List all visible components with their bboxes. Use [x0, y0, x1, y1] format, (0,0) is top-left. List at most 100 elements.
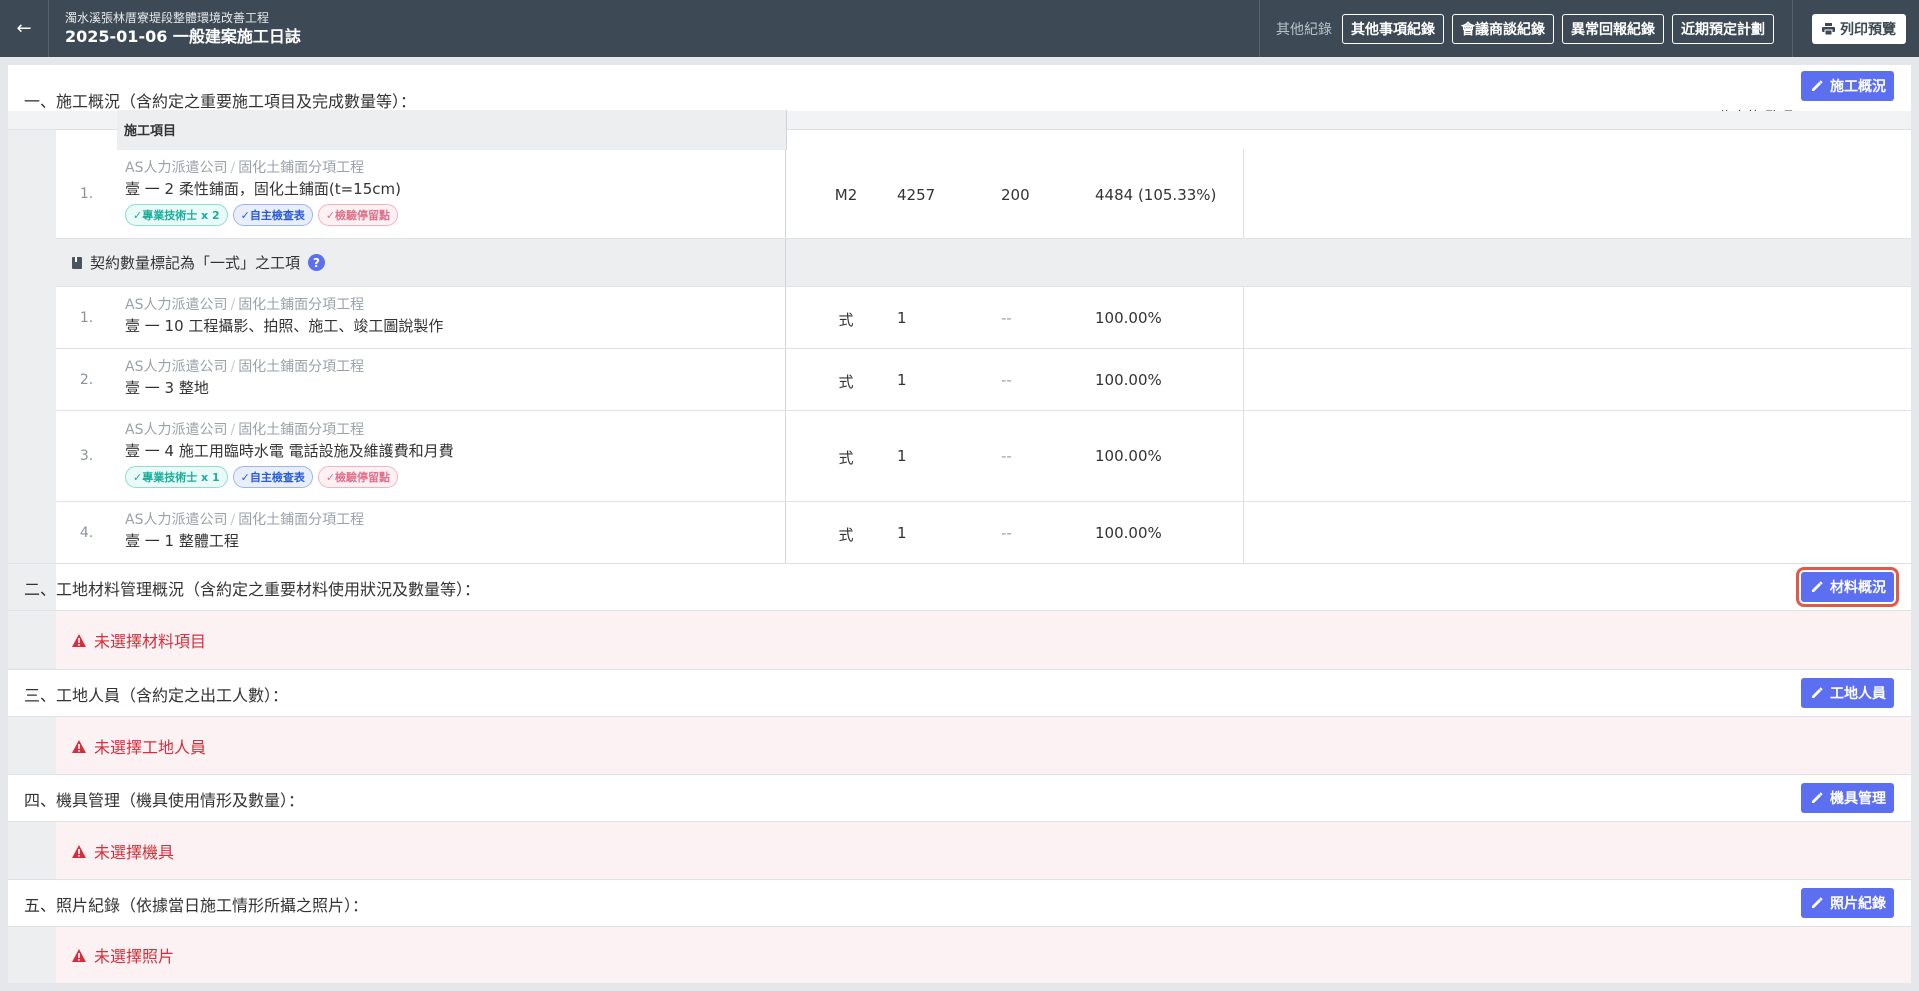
item-unit: 式: [838, 311, 854, 329]
item-category: 固化土鋪面分項工程: [238, 512, 365, 528]
technician-tag[interactable]: ✓專業技術士 x 2: [125, 204, 228, 226]
top-bar: ← 濁水溪張林厝寮堤段整體環境改善工程 2025-01-06 一般建案施工日誌 …: [0, 0, 1919, 57]
equipment-empty-text: 未選擇機具: [94, 843, 175, 862]
item-tags: ✓專業技術士 x 1 ✓自主檢查表 ✓檢驗停留點: [125, 466, 399, 488]
item-qty: 4257: [897, 186, 936, 204]
project-name: 濁水溪張林厝寮堤段整體環境改善工程: [65, 10, 270, 25]
hold-point-tag[interactable]: ✓檢驗停留點: [317, 466, 399, 488]
self-check-tag[interactable]: ✓自主檢查表: [232, 204, 313, 226]
other-records-bar: 其他紀錄 其他事項紀錄 會議商談紀錄 異常回報紀錄 近期預定計劃: [1259, 0, 1792, 57]
item-qty: 1: [897, 447, 907, 465]
item-category: 固化土鋪面分項工程: [238, 359, 365, 375]
row-number: 1.: [79, 186, 94, 202]
section2-header: 二、工地材料管理概況（含約定之重要材料使用狀況及數量等）： 材料概況: [8, 563, 1911, 611]
section5-title: 五、照片紀錄（依據當日施工情形所攝之照片）：: [24, 896, 369, 915]
section5-header: 五、照片紀錄（依據當日施工情形所攝之照片）： 照片紀錄: [8, 879, 1911, 927]
item-cumulative: 100.00%: [1095, 524, 1162, 542]
item-name: 壹 一 2 柔性鋪面，固化土鋪面(t=15cm): [125, 180, 401, 198]
warning-icon: [72, 633, 86, 647]
item-tags: ✓專業技術士 x 2 ✓自主檢查表 ✓檢驗停留點: [125, 204, 399, 226]
item-qty: 1: [897, 371, 907, 389]
photos-empty-alert: 未選擇照片: [56, 927, 1911, 983]
photo-records-button[interactable]: 照片紀錄: [1801, 888, 1894, 918]
item-cumulative: 100.00%: [1095, 447, 1162, 465]
self-check-tag[interactable]: ✓自主檢查表: [232, 466, 313, 488]
header-titles: 濁水溪張林厝寮堤段整體環境改善工程 2025-01-06 一般建案施工日誌: [49, 0, 1259, 57]
site-personnel-label: 工地人員: [1830, 686, 1886, 702]
table-row: 2. AS人力派遣公司 / 固化土鋪面分項工程 壹 一 3 整地 式 1 -- 10…: [56, 349, 1911, 411]
item-path: AS人力派遣公司 / 固化土鋪面分項工程: [125, 359, 365, 375]
materials-overview-button[interactable]: 材料概況: [1796, 567, 1899, 607]
item-cumulative: 100.00%: [1095, 309, 1162, 327]
section1-gutter: [8, 130, 56, 628]
equipment-empty-alert: 未選擇機具: [56, 822, 1911, 880]
construction-overview-button[interactable]: 施工概況: [1801, 71, 1894, 101]
item-unit: 式: [838, 526, 854, 544]
pencil-icon: [1812, 80, 1823, 91]
section1-title: 一、施工概況（含約定之重要施工項目及完成數量等）：: [24, 92, 417, 111]
pencil-icon: [1812, 897, 1823, 908]
item-today: 200: [1001, 186, 1030, 204]
materials-overview-label: 材料概況: [1830, 580, 1886, 596]
item-today: --: [1001, 309, 1012, 327]
print-preview-button[interactable]: 列印預覽: [1812, 13, 1906, 44]
row-number: 2.: [79, 372, 94, 388]
section4-header: 四、機具管理（機具使用情形及數量）： 機具管理: [8, 774, 1911, 822]
print-preview-label: 列印預覽: [1840, 21, 1896, 38]
item-category: 固化土鋪面分項工程: [238, 422, 365, 438]
construction-overview-label: 施工概況: [1830, 79, 1886, 95]
item-company: AS人力派遣公司: [125, 160, 228, 176]
item-name: 壹 一 3 整地: [125, 379, 209, 397]
log-title: 2025-01-06 一般建案施工日誌: [65, 26, 301, 46]
meeting-records-button[interactable]: 會議商談紀錄: [1452, 13, 1554, 44]
row-number: 3.: [79, 448, 94, 464]
item-company: AS人力派遣公司: [125, 297, 228, 313]
item-cumulative: 100.00%: [1095, 371, 1162, 389]
photos-empty-text: 未選擇照片: [94, 947, 175, 966]
section3-header: 三、工地人員（含約定之出工人數）： 工地人員: [8, 669, 1911, 717]
pencil-icon: [1812, 581, 1823, 592]
materials-empty-alert: 未選擇材料項目: [56, 611, 1911, 669]
table-row: 1. AS人力派遣公司 / 固化土鋪面分項工程 壹 一 2 柔性鋪面，固化土鋪面(t…: [56, 149, 1911, 239]
table-row: 1. AS人力派遣公司 / 固化土鋪面分項工程 壹 一 10 工程攝影、拍照、施工、…: [56, 287, 1911, 349]
section4-title: 四、機具管理（機具使用情形及數量）：: [24, 791, 305, 810]
item-name: 壹 一 10 工程攝影、拍照、施工、竣工圖說製作: [125, 317, 444, 335]
technician-tag[interactable]: ✓專業技術士 x 1: [125, 466, 228, 488]
log-content: 一、施工概況（含約定之重要施工項目及完成數量等）： 施工概況 ↻ 偉大的 監理 …: [8, 65, 1911, 983]
table-row: 3. AS人力派遣公司 / 固化土鋪面分項工程 壹 一 4 施工用臨時水電 電話設施…: [56, 411, 1911, 502]
anomaly-report-button[interactable]: 異常回報紀錄: [1562, 13, 1664, 44]
other-matters-button[interactable]: 其他事項紀錄: [1342, 13, 1444, 44]
print-wrap: 列印預覽: [1792, 0, 1919, 57]
equipment-management-label: 機具管理: [1830, 791, 1886, 807]
photo-records-label: 照片紀錄: [1830, 896, 1886, 912]
item-company: AS人力派遣公司: [125, 512, 228, 528]
site-personnel-button[interactable]: 工地人員: [1801, 678, 1894, 708]
back-arrow-icon[interactable]: ←: [0, 0, 49, 57]
item-company: AS人力派遣公司: [125, 359, 228, 375]
item-today: --: [1001, 371, 1012, 389]
row-number: 4.: [79, 525, 94, 541]
item-name: 壹 一 4 施工用臨時水電 電話設施及維護費和月費: [125, 442, 454, 460]
item-category: 固化土鋪面分項工程: [238, 297, 365, 313]
item-company: AS人力派遣公司: [125, 422, 228, 438]
warning-icon: [72, 948, 86, 962]
pencil-icon: [1812, 687, 1823, 698]
section3-title: 三、工地人員（含約定之出工人數）：: [24, 686, 289, 705]
equipment-management-button[interactable]: 機具管理: [1801, 783, 1894, 813]
help-icon[interactable]: ?: [308, 254, 326, 271]
lump-sum-group-label: 契約數量標記為「一式」之工項: [90, 254, 301, 272]
item-category: 固化土鋪面分項工程: [238, 160, 365, 176]
upcoming-plan-button[interactable]: 近期預定計劃: [1672, 13, 1774, 44]
item-path: AS人力派遣公司 / 固化土鋪面分項工程: [125, 422, 365, 438]
item-path: AS人力派遣公司 / 固化土鋪面分項工程: [125, 297, 365, 313]
item-today: --: [1001, 524, 1012, 542]
warning-icon: [72, 739, 86, 753]
item-path: AS人力派遣公司 / 固化土鋪面分項工程: [125, 512, 365, 528]
hold-point-tag[interactable]: ✓檢驗停留點: [317, 204, 399, 226]
personnel-empty-text: 未選擇工地人員: [94, 738, 207, 757]
item-today: --: [1001, 447, 1012, 465]
printer-icon: [1822, 22, 1835, 35]
table-row: 4. AS人力派遣公司 / 固化土鋪面分項工程 壹 一 1 整體工程 式 1 -- …: [56, 502, 1911, 564]
materials-empty-text: 未選擇材料項目: [94, 632, 207, 651]
item-qty: 1: [897, 524, 907, 542]
